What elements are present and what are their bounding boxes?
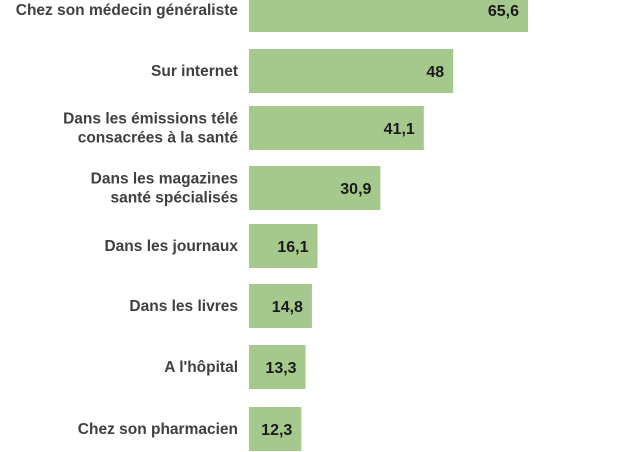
bar-4 (249, 224, 318, 268)
value-label-6: 13,3 (265, 360, 296, 377)
value-label-7: 12,3 (261, 422, 292, 439)
category-label-2-line-0: Dans les émissions télé (63, 111, 238, 128)
value-label-0: 65,6 (488, 3, 519, 20)
value-label-2: 41,1 (384, 121, 415, 138)
value-label-4: 16,1 (277, 239, 308, 256)
category-label-5: Dans les livres (129, 298, 238, 315)
bar-5 (249, 284, 312, 328)
value-label-1: 48 (426, 64, 444, 81)
bar-0 (249, 0, 528, 32)
value-label-5: 14,8 (272, 299, 303, 316)
category-label-1: Sur internet (151, 63, 238, 80)
bar-7 (249, 407, 302, 451)
bar-3 (249, 166, 381, 210)
bar-1 (249, 49, 454, 93)
category-label-6: A l'hôpital (164, 359, 238, 376)
bar-6 (249, 345, 306, 389)
value-label-3: 30,9 (340, 181, 371, 198)
bar-2 (249, 106, 424, 150)
category-label-0: Chez son médecin généraliste (16, 2, 239, 19)
category-label-3-line-0: Dans les magazines (91, 171, 238, 188)
category-label-3-line-1: santé spécialisés (110, 190, 238, 207)
category-label-4: Dans les journaux (104, 238, 238, 255)
category-label-2-line-1: consacrées à la santé (78, 130, 239, 147)
category-label-7: Chez son pharmacien (78, 421, 238, 438)
